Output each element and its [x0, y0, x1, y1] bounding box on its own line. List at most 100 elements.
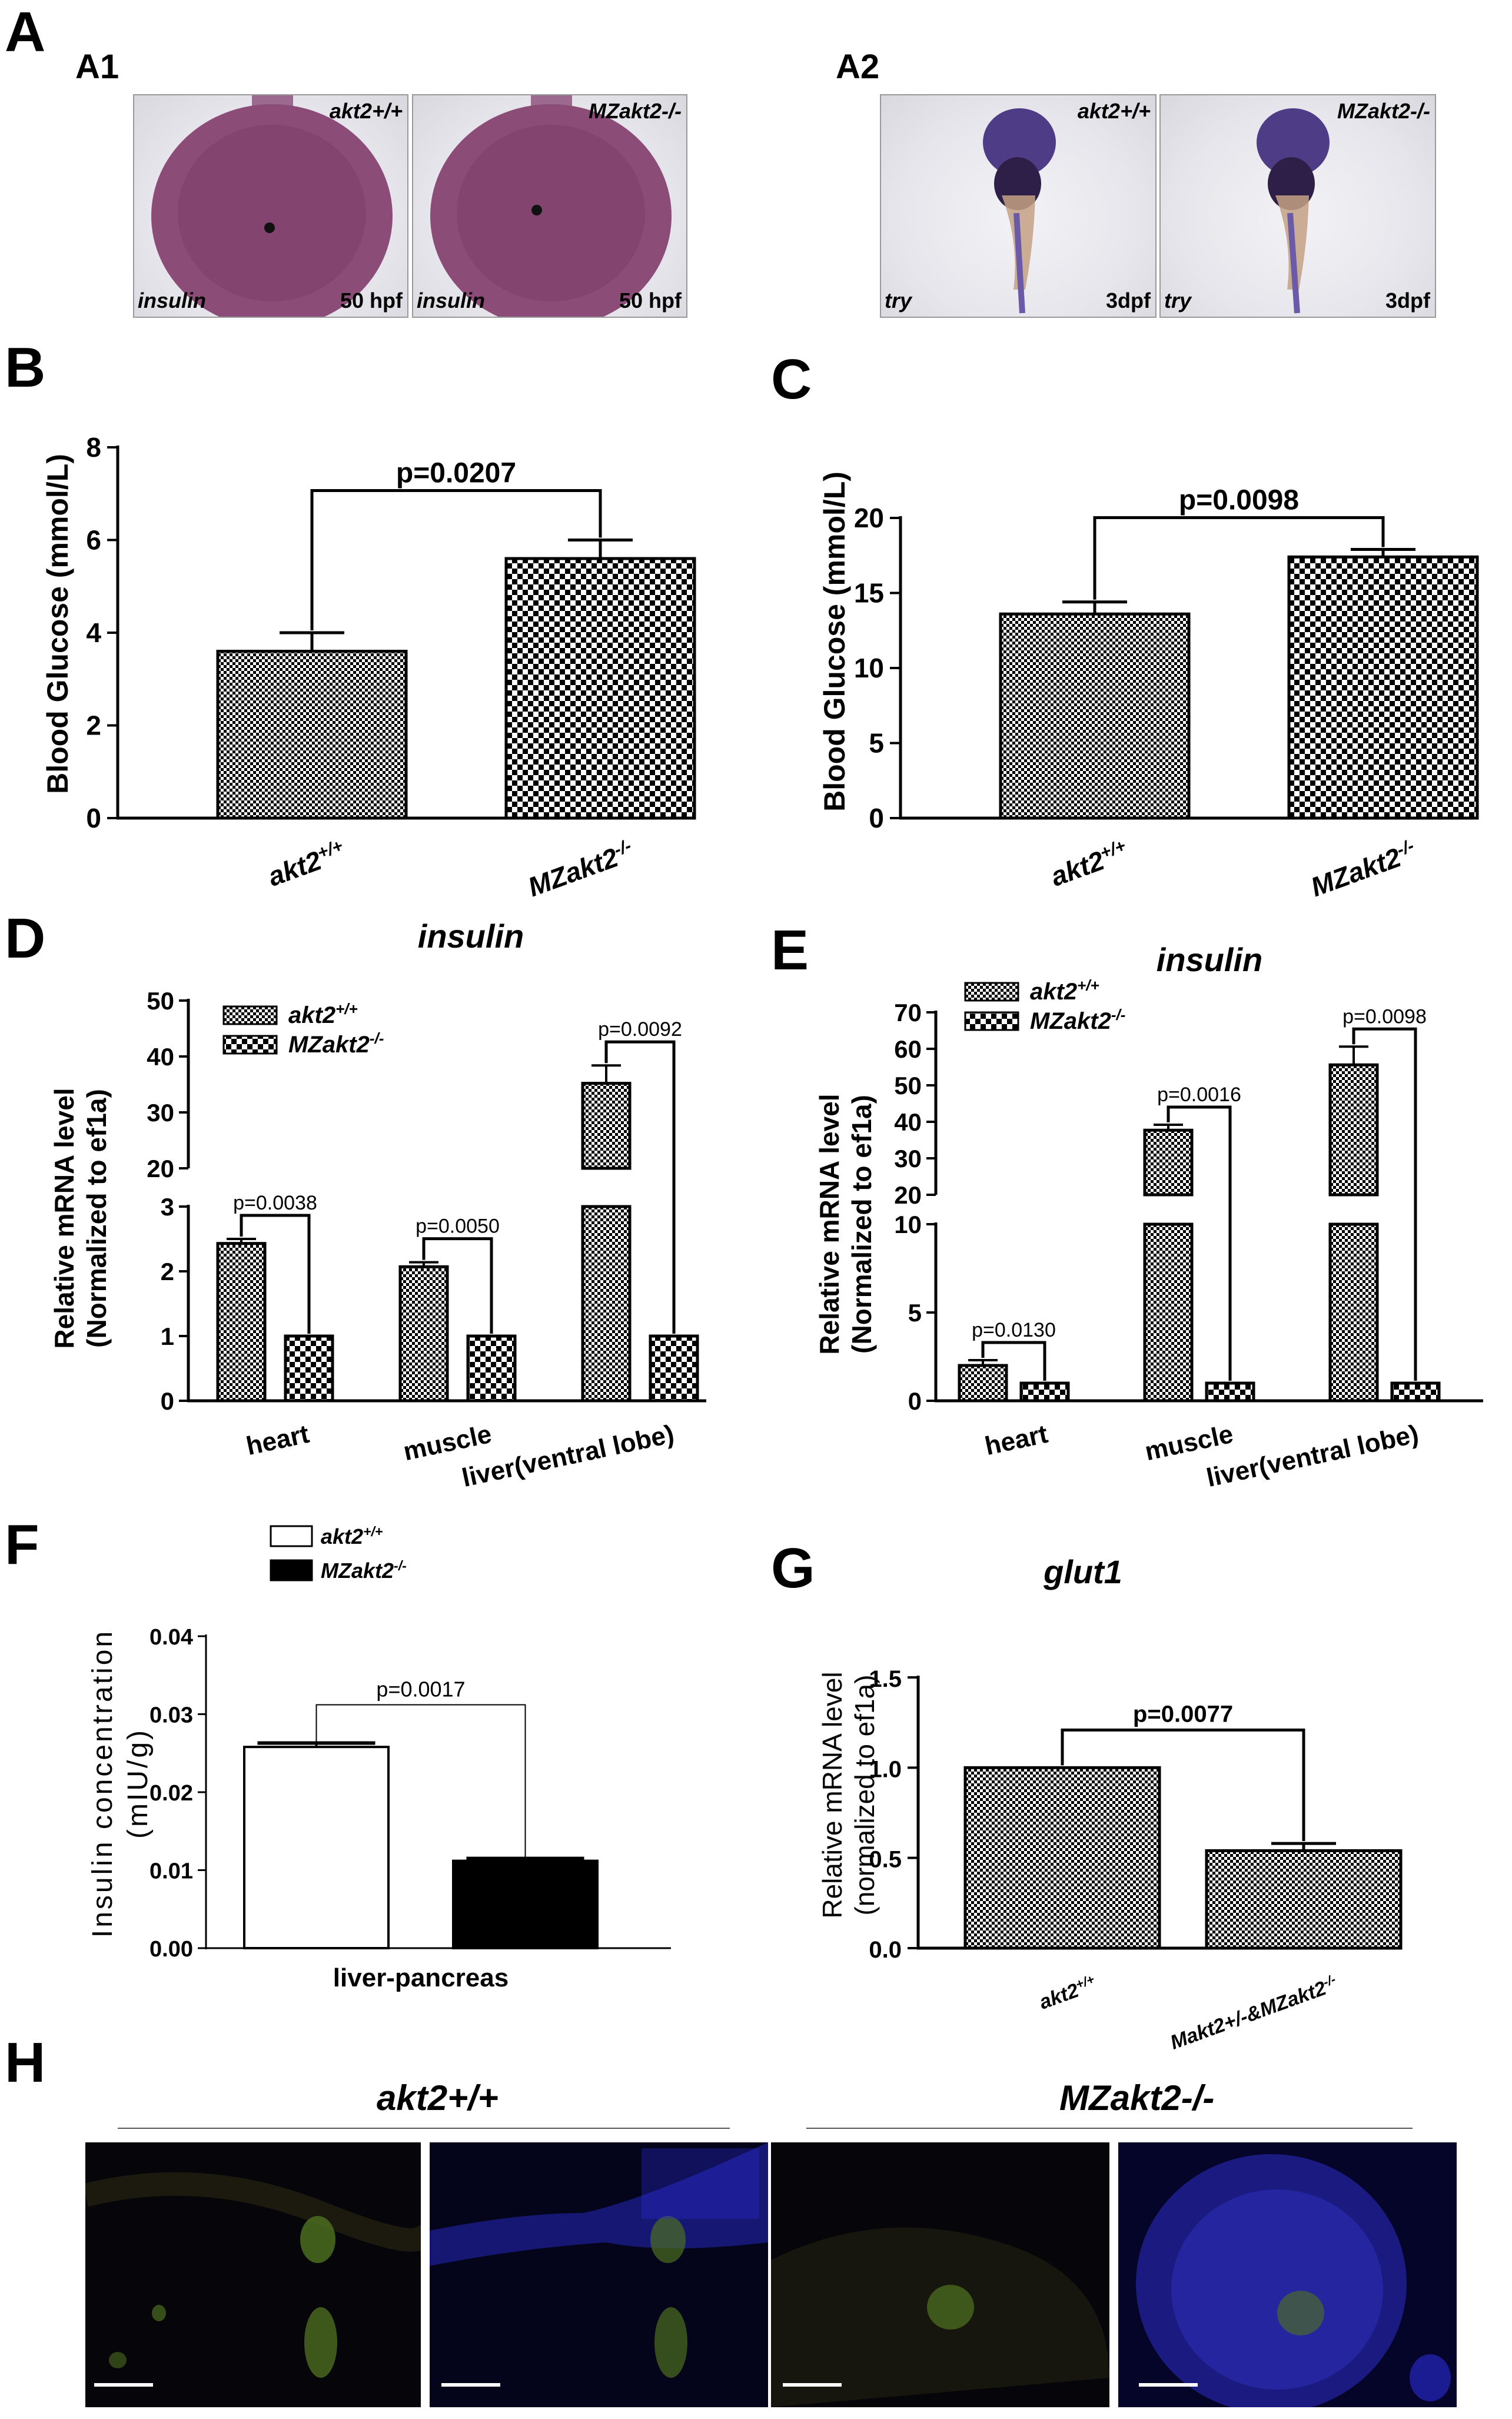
- x-tick-label: akt2+/+: [1036, 1971, 1099, 2013]
- bar: [1390, 1381, 1441, 1403]
- genotype-tag: akt2+/+: [329, 99, 403, 123]
- bar: [504, 557, 696, 820]
- h-image-mutant-insulin: [771, 2142, 1109, 2407]
- x-tick-label: liver(ventral lobe): [1204, 1420, 1421, 1493]
- stage-tag: 3dpf: [1385, 288, 1430, 313]
- x-tick-label: liver(ventral lobe): [460, 1420, 677, 1493]
- y-tick-label: 30: [894, 1145, 922, 1172]
- bar-lower: [1143, 1222, 1194, 1403]
- h-title-wildtype: akt2+/+: [377, 2078, 499, 2118]
- bar: [452, 1859, 599, 1949]
- significance-bracket: [981, 1341, 1046, 1381]
- h-image-wildtype-merge: [430, 2142, 768, 2407]
- significance-bracket: [1093, 516, 1385, 600]
- y-tick-label: 8: [86, 432, 101, 463]
- y-tick-label: 50: [147, 987, 174, 1015]
- panel-label-h: H: [5, 2031, 46, 2094]
- bar: [284, 1334, 334, 1403]
- y-tick-label: 2: [86, 710, 101, 741]
- legend-label: akt2+/+: [1030, 976, 1099, 1005]
- y-axis-label-line1: Relative mRNA level: [814, 1094, 845, 1354]
- panel-label-e: E: [771, 919, 809, 982]
- scale-bar: [783, 2383, 842, 2387]
- y-axis-label-line2: (mIU/g): [122, 1728, 154, 1839]
- legend-label: akt2+/+: [288, 1000, 358, 1028]
- bar: [958, 1364, 1008, 1403]
- y-tick-label: 15: [854, 578, 884, 609]
- significance-bracket: [1167, 1105, 1232, 1381]
- h-divider-mutant: [806, 2128, 1413, 2129]
- scale-bar: [1139, 2383, 1198, 2387]
- y-axis-label-line2: (Normalized to ef1a): [81, 1089, 112, 1348]
- embryo-trypsin-stain-image: [1257, 108, 1330, 314]
- panel-label-a1: A1: [75, 48, 119, 86]
- y-tick-label: 3: [161, 1193, 174, 1221]
- legend-label: MZakt2-/-: [288, 1029, 384, 1058]
- scale-bar: [441, 2383, 500, 2387]
- legend-label: MZakt2-/-: [321, 1558, 407, 1583]
- y-tick-label: 0.00: [149, 1937, 193, 1962]
- bar: [963, 1766, 1161, 1950]
- y-tick-label: 0.01: [149, 1859, 193, 1884]
- legend-label: MZakt2-/-: [1030, 1006, 1125, 1034]
- y-tick-label: 0: [908, 1387, 922, 1415]
- y-tick-label: 0: [86, 803, 101, 833]
- x-tick-label: Makt2+/-&MZakt2-/-: [1167, 1971, 1340, 2054]
- panel-label-c: C: [771, 348, 812, 411]
- stage-tag: 50 hpf: [619, 288, 682, 313]
- y-tick-label: 1: [161, 1323, 174, 1350]
- legend-swatch: [270, 1559, 313, 1581]
- chart-f: Insulin concentration (mIU/g) 0.000.010.…: [87, 1524, 671, 1992]
- chart-d: insulin Relative mRNA level (Normalized …: [49, 918, 706, 1493]
- y-tick-label: 20: [854, 503, 884, 533]
- chart-title: glut1: [1043, 1553, 1122, 1590]
- bar: [243, 1746, 390, 1949]
- plot-area: 0.00 0.01 0.02 0.03 0.04 akt2+/+ MZakt2-/- p=0.…: [149, 1524, 671, 1992]
- fluorescence-image: [771, 2227, 1109, 2407]
- embryo-trypsin-stain-image: [983, 108, 1056, 314]
- y-tick-label: 0: [869, 803, 884, 833]
- legend-swatch: [270, 1525, 313, 1547]
- legend-swatch: [222, 1005, 278, 1025]
- y-tick-label: 20: [894, 1181, 922, 1209]
- y-axis-label: Blood Glucose (mmol/L): [41, 454, 74, 794]
- y-axis-label-line2: (Normalized to ef1a): [846, 1095, 877, 1354]
- probe-tag: try: [1164, 288, 1192, 313]
- y-axis-label-line2: (normalized to ef1a): [849, 1674, 880, 1915]
- significance-label: p=0.0017: [376, 1677, 465, 1702]
- y-tick-label: 5: [908, 1299, 922, 1327]
- significance-label: p=0.0038: [233, 1192, 317, 1214]
- y-axis-label: Blood Glucose (mmol/L): [818, 471, 851, 812]
- plot-area: 0 5 10 15 20 akt2+/+ MZakt2-/- p=0.0098: [854, 485, 1479, 902]
- bar: [1287, 555, 1479, 820]
- y-tick-label: 0: [161, 1387, 174, 1415]
- significance-label: p=0.0130: [972, 1319, 1056, 1341]
- bar: [1019, 1381, 1070, 1403]
- probe-tag: insulin: [138, 288, 206, 313]
- significance-bracket: [310, 489, 602, 630]
- legend-swatch: [964, 1011, 1019, 1031]
- panel-label-d: D: [5, 907, 46, 970]
- significance-bracket: [1352, 1027, 1417, 1381]
- significance-bracket: [422, 1237, 493, 1334]
- significance-label: p=0.0098: [1342, 1005, 1427, 1028]
- chart-c: Blood Glucose (mmol/L) 0 5 10 15 20 akt2+/+ MZ…: [818, 471, 1479, 902]
- panel-label-b: B: [5, 336, 46, 399]
- h-image-wildtype-insulin: [85, 2142, 421, 2407]
- x-tick-label: MZakt2-/-: [524, 836, 638, 902]
- bar: [1205, 1849, 1403, 1950]
- embryo-insulin-stain-image: [151, 95, 393, 317]
- h-title-mutant: MZakt2-/-: [1059, 2078, 1215, 2118]
- y-tick-label: 20: [147, 1155, 174, 1182]
- chart-g: glut1 Relative mRNA level (normalized to…: [817, 1553, 1403, 2054]
- y-axis-label-line1: Relative mRNA level: [49, 1088, 79, 1348]
- y-tick-label: 0.03: [149, 1703, 193, 1728]
- bar-upper: [1328, 1063, 1379, 1197]
- legend-swatch: [222, 1035, 278, 1055]
- y-tick-label: 30: [147, 1099, 174, 1127]
- y-tick-label: 70: [894, 999, 922, 1026]
- h-divider-wildtype: [118, 2128, 730, 2129]
- x-tick-label: heart: [244, 1420, 312, 1461]
- significance-bracket: [1061, 1728, 1305, 1842]
